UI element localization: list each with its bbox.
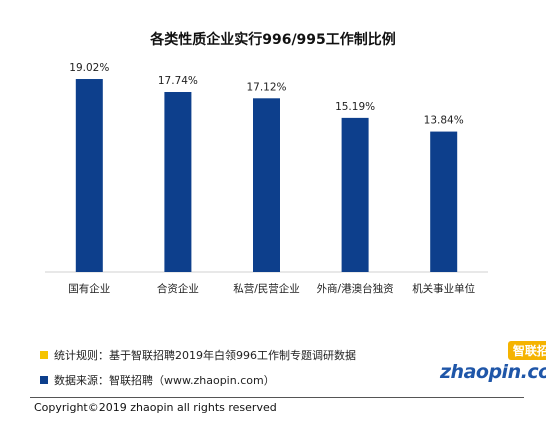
category-label: 外商/港澳台独资 <box>317 282 394 295</box>
category-label: 合资企业 <box>157 282 199 295</box>
bar <box>430 131 458 272</box>
note-source: 数据来源：智联招聘（www.zhaopin.com） <box>40 372 356 387</box>
zhaopin-logo: 智联招聘 zhaopin.com <box>440 340 546 383</box>
blue-square-icon <box>40 375 48 384</box>
data-label: 17.74% <box>158 75 198 87</box>
data-label: 15.19% <box>335 101 375 113</box>
category-label: 国有企业 <box>68 282 110 295</box>
data-label: 17.12% <box>246 81 286 93</box>
logo-cn: 智联招聘 <box>507 341 546 360</box>
note-rule: 统计规则：基于智联招聘2019年白领996工作制专题调研数据 <box>40 347 356 362</box>
bar <box>341 117 369 272</box>
note-source-text: 数据来源：智联招聘（www.zhaopin.com） <box>54 373 275 387</box>
category-label: 机关事业单位 <box>412 282 475 295</box>
data-label: 19.02% <box>69 62 109 74</box>
chart-title: 各类性质企业实行996/995工作制比例 <box>150 32 396 48</box>
bar <box>164 92 192 272</box>
note-rule-text: 统计规则：基于智联招聘2019年白领996工作制专题调研数据 <box>54 348 356 362</box>
bar <box>75 79 103 272</box>
bar <box>253 98 280 272</box>
category-label: 私营/民营企业 <box>233 282 300 295</box>
yellow-square-icon <box>40 350 48 359</box>
divider <box>30 397 524 398</box>
bar-chart: 19.02% 国有企业 17.74% 合资企业 17.12% 私营/民营企业 15.19% 外… <box>45 62 488 295</box>
data-label: 13.84% <box>424 115 464 127</box>
notes: 统计规则：基于智联招聘2019年白领996工作制专题调研数据 数据来源：智联招聘… <box>40 347 356 397</box>
copyright: Copyright©2019 zhaopin all rights reserv… <box>34 401 277 414</box>
logo-en: zhaopin.com <box>440 361 546 383</box>
